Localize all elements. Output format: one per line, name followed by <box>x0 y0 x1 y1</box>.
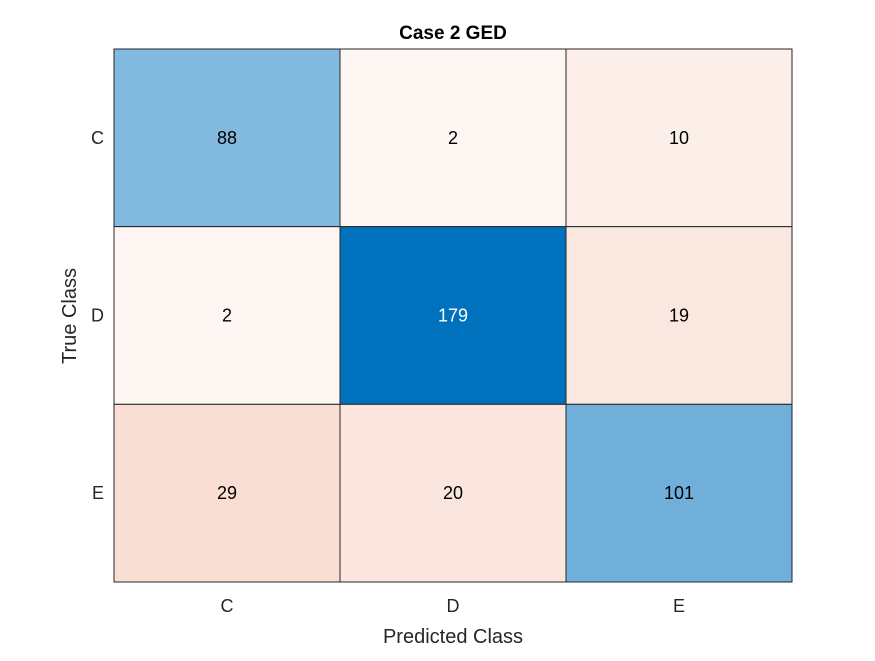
y-axis-label: True Class <box>59 268 81 364</box>
cell-value-label: 179 <box>438 306 468 326</box>
heatmap-cell-E-D <box>339 403 567 583</box>
cell-value-label: 2 <box>448 128 458 148</box>
heatmap-cell-D-C <box>113 226 341 405</box>
cell-value-label: 29 <box>217 483 237 503</box>
cell-value-label: 2 <box>222 306 232 326</box>
cell-value-label: 19 <box>669 306 689 326</box>
x-axis-label: Predicted Class <box>383 626 523 648</box>
y-tick-label: E <box>92 483 104 503</box>
x-tick-label: E <box>673 596 685 616</box>
heatmap-cell-E-C <box>113 403 341 583</box>
heatmap-cell-C-E <box>565 48 793 228</box>
cell-value-label: 20 <box>443 483 463 503</box>
chart-title: Case 2 GED <box>399 23 507 44</box>
heatmap-cell-D-E <box>565 226 793 405</box>
cell-value-label: 10 <box>669 128 689 148</box>
x-tick-label: C <box>221 596 234 616</box>
y-tick-labels: C D E <box>91 128 104 503</box>
heatmap-cell-C-D <box>339 48 567 228</box>
heatmap-cell-C-C <box>113 48 341 228</box>
x-tick-label: D <box>447 596 460 616</box>
cell-value-label: 88 <box>217 128 237 148</box>
heatmap-cell-E-E <box>565 403 793 583</box>
y-tick-label: C <box>91 128 104 148</box>
y-tick-label: D <box>91 306 104 326</box>
heatmap-cells <box>113 48 793 583</box>
cell-value-label: 101 <box>664 483 694 503</box>
cell-values: 88 2 10 2 179 19 29 20 101 <box>217 128 694 503</box>
x-tick-labels: C D E <box>221 596 686 616</box>
